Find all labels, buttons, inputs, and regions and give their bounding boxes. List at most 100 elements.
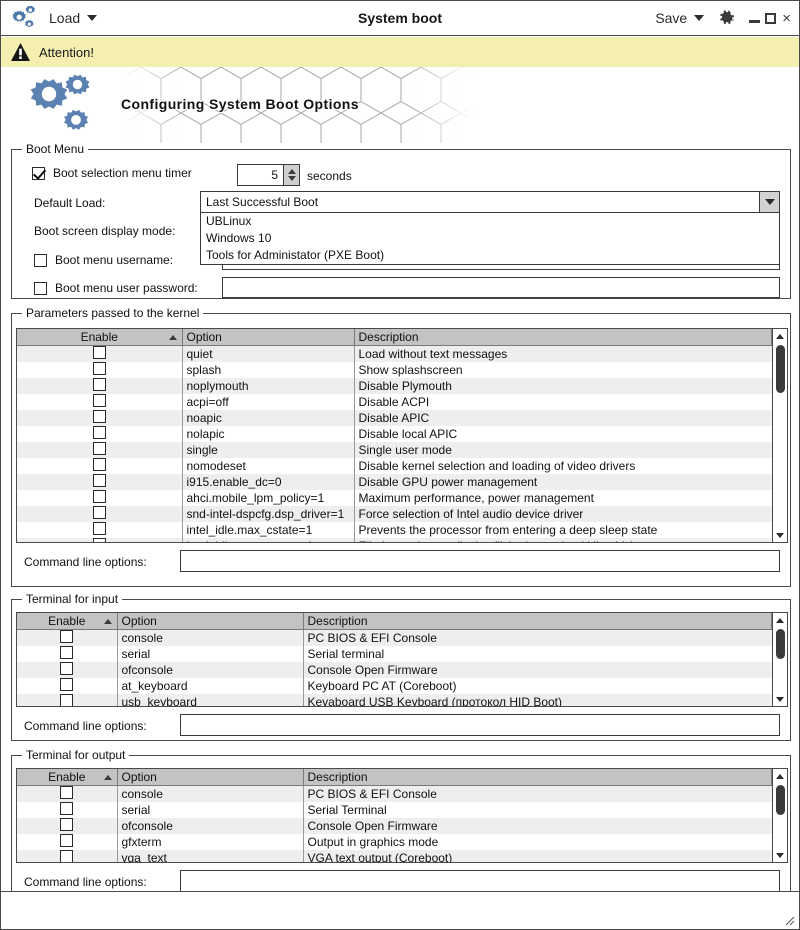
terminal-input-scrollbar[interactable] [772, 613, 787, 706]
row-enable-checkbox[interactable] [92, 409, 106, 423]
column-header-description[interactable]: Description [303, 769, 772, 786]
table-row[interactable]: intel_idle.max_cstate=4Eliminates laptop… [17, 537, 772, 542]
spinner-up-icon[interactable] [287, 169, 296, 174]
boot-password-checkbox[interactable] [34, 281, 47, 295]
row-enable-cell[interactable] [17, 849, 118, 862]
row-enable-checkbox[interactable] [60, 693, 74, 706]
row-enable-cell[interactable] [17, 489, 183, 506]
dropdown-option-0[interactable]: UBLinux [206, 214, 252, 228]
row-enable-checkbox[interactable] [60, 629, 74, 643]
default-load-combobox[interactable]: Last Successful Boot [200, 191, 780, 213]
row-enable-cell[interactable] [17, 505, 183, 522]
table-row[interactable]: console PC BIOS & EFI Console [17, 629, 772, 646]
table-row[interactable]: intel_idle.max_cstate=1 Prevents the proc… [17, 521, 772, 538]
column-header-enable[interactable]: Enable [17, 329, 183, 346]
row-enable-checkbox[interactable] [60, 661, 74, 675]
scrollbar-thumb[interactable] [776, 785, 785, 815]
save-menu-button[interactable]: Save [655, 10, 705, 26]
chevron-down-icon[interactable] [759, 192, 779, 212]
row-enable-checkbox[interactable] [60, 677, 74, 691]
row-enable-checkbox[interactable] [92, 377, 106, 391]
row-enable-cell[interactable] [17, 425, 183, 442]
row-enable-cell[interactable] [17, 645, 118, 662]
column-header-enable[interactable]: Enable [17, 613, 118, 630]
table-row[interactable]: nomodeset Disable kernel selection and lo… [17, 457, 772, 474]
terminal-output-command-line-input[interactable] [180, 870, 780, 892]
close-icon[interactable]: × [782, 9, 791, 27]
row-enable-checkbox[interactable] [92, 489, 106, 503]
row-enable-cell[interactable] [17, 677, 118, 694]
maximize-icon[interactable] [765, 12, 777, 24]
row-enable-checkbox[interactable] [92, 361, 106, 375]
row-enable-cell[interactable] [17, 537, 183, 542]
row-enable-checkbox[interactable] [60, 801, 74, 815]
row-enable-cell[interactable] [17, 661, 118, 678]
column-header-description[interactable]: Description [303, 613, 772, 630]
table-row[interactable]: ofconsole Console Open Firmware [17, 817, 772, 834]
row-enable-cell[interactable] [17, 629, 118, 646]
table-row[interactable]: serial Serial Terminal [17, 801, 772, 818]
row-enable-cell[interactable] [17, 693, 118, 706]
row-enable-checkbox[interactable] [60, 645, 74, 659]
table-row[interactable]: quiet Load without text messages [17, 345, 772, 362]
row-enable-cell[interactable] [17, 817, 118, 834]
row-enable-cell[interactable] [17, 785, 118, 802]
row-enable-cell[interactable] [17, 833, 118, 850]
kernel-command-line-input[interactable] [180, 550, 780, 572]
default-load-dropdown-list[interactable]: UBLinux Windows 10 Tools for Administato… [200, 213, 780, 265]
row-enable-checkbox[interactable] [92, 393, 106, 407]
table-row[interactable]: usb_keyboard Keyaboard USB Keyboard (прот… [17, 693, 772, 706]
table-row[interactable]: console PC BIOS & EFI Console [17, 785, 772, 802]
column-header-option[interactable]: Option [117, 769, 304, 786]
terminal-input-command-line-input[interactable] [180, 714, 780, 736]
minimize-icon[interactable] [749, 20, 761, 23]
scrollbar-thumb[interactable] [776, 345, 785, 393]
row-enable-checkbox[interactable] [92, 537, 106, 542]
row-enable-checkbox[interactable] [60, 833, 74, 847]
column-header-option[interactable]: Option [117, 613, 304, 630]
row-enable-checkbox[interactable] [92, 521, 106, 535]
row-enable-cell[interactable] [17, 345, 183, 362]
boot-timer-value[interactable]: 5 [271, 168, 278, 182]
column-header-description[interactable]: Description [354, 329, 772, 346]
row-enable-checkbox[interactable] [92, 505, 106, 519]
row-enable-checkbox[interactable] [60, 849, 74, 862]
column-header-enable[interactable]: Enable [17, 769, 118, 786]
boot-timer-spinner[interactable]: 5 [237, 164, 300, 186]
row-enable-checkbox[interactable] [92, 441, 106, 455]
terminal-output-scrollbar[interactable] [772, 769, 787, 862]
scroll-up-icon[interactable] [776, 614, 784, 626]
scroll-up-icon[interactable] [776, 770, 784, 782]
table-row[interactable]: noapic Disable APIC [17, 409, 772, 426]
table-row[interactable]: nolapic Disable local APIC [17, 425, 772, 442]
scroll-down-icon[interactable] [776, 849, 784, 861]
table-row[interactable]: single Single user mode [17, 441, 772, 458]
row-enable-checkbox[interactable] [92, 345, 106, 359]
table-row[interactable]: acpi=off Disable ACPI [17, 393, 772, 410]
table-row[interactable]: i915.enable_dc=0 Disable GPU power manage… [17, 473, 772, 490]
row-enable-checkbox[interactable] [60, 817, 74, 831]
settings-gear-icon[interactable] [718, 9, 735, 27]
kernel-parameters-scrollbar[interactable] [772, 329, 787, 542]
boot-username-checkbox[interactable] [34, 253, 47, 267]
dropdown-option-2[interactable]: Tools for Administator (PXE Boot) [206, 248, 385, 262]
table-row[interactable]: at_keyboard Keyboard PC AT (Coreboot) [17, 677, 772, 694]
table-row[interactable]: ahci.mobile_lpm_policy=1 Maximum performa… [17, 489, 772, 506]
boot-timer-checkbox[interactable] [32, 166, 45, 180]
spinner-buttons[interactable] [283, 165, 299, 185]
row-enable-checkbox[interactable] [92, 473, 106, 487]
scroll-down-icon[interactable] [776, 693, 784, 705]
row-enable-cell[interactable] [17, 521, 183, 538]
row-enable-cell[interactable] [17, 441, 183, 458]
spinner-down-icon[interactable] [287, 176, 296, 181]
row-enable-checkbox[interactable] [60, 785, 74, 799]
row-enable-checkbox[interactable] [92, 457, 106, 471]
row-enable-cell[interactable] [17, 801, 118, 818]
scroll-up-icon[interactable] [776, 330, 784, 342]
dropdown-option-1[interactable]: Windows 10 [206, 231, 272, 245]
table-row[interactable]: gfxterm Output in graphics mode [17, 833, 772, 850]
boot-password-input[interactable] [222, 277, 780, 298]
row-enable-checkbox[interactable] [92, 425, 106, 439]
table-row[interactable]: ofconsole Console Open Firmware [17, 661, 772, 678]
scroll-down-icon[interactable] [776, 529, 784, 541]
